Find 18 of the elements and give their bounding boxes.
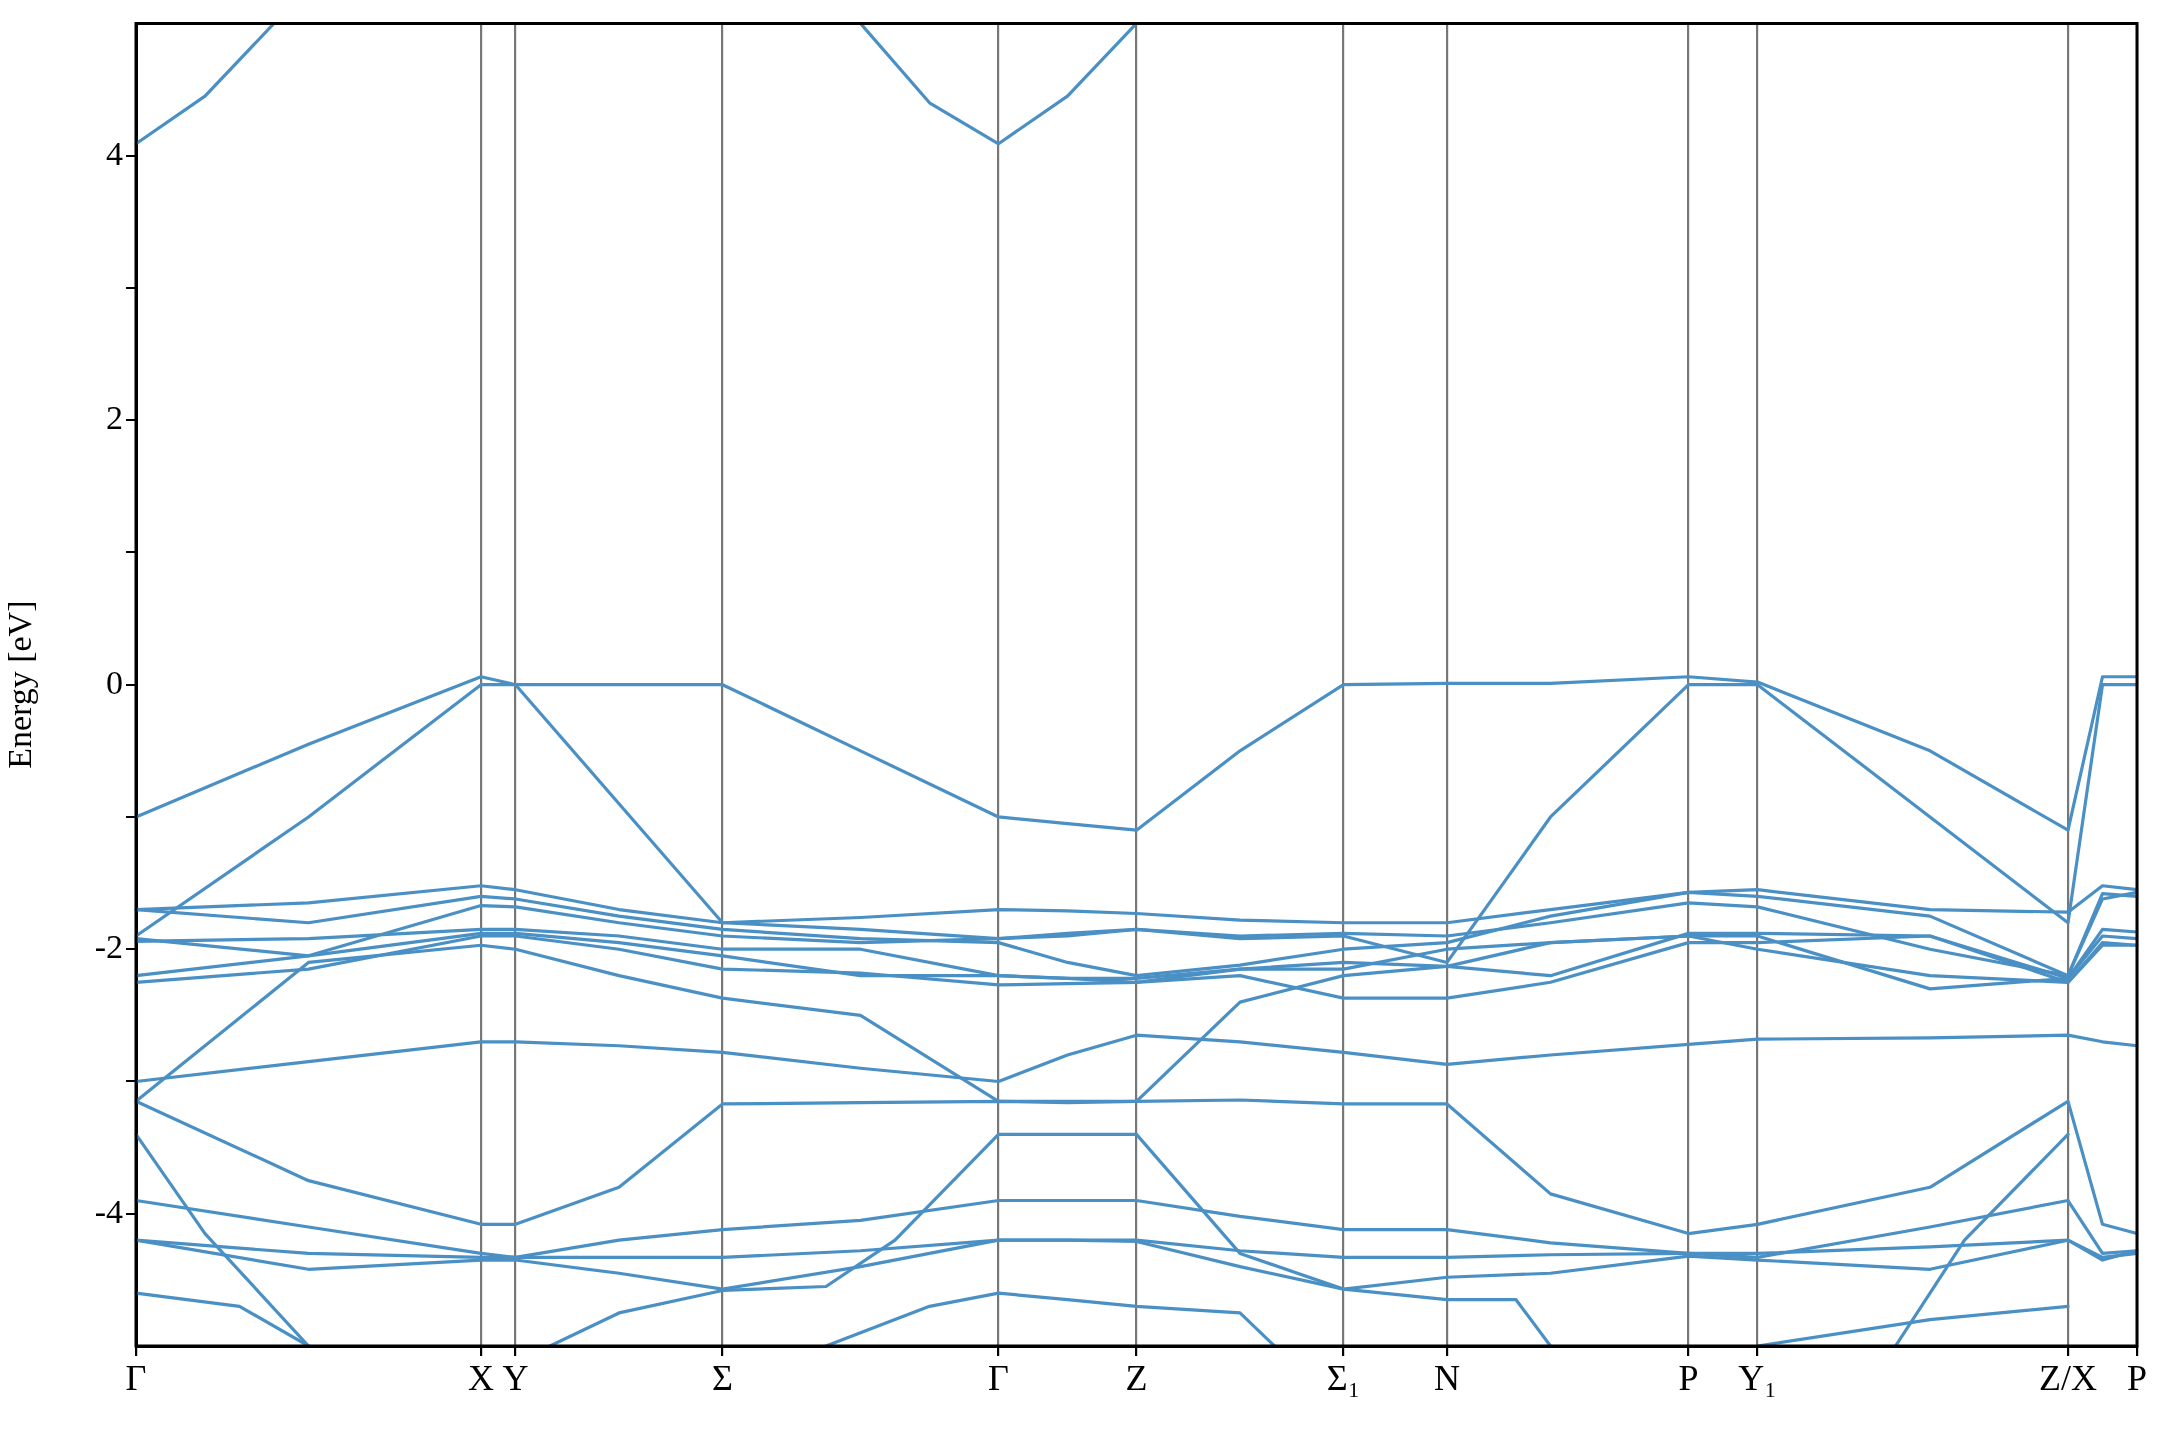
- x-tick-label: Y₁: [1738, 1358, 1777, 1399]
- x-tick-label: Y: [502, 1358, 529, 1399]
- y-tick-label: 0: [106, 663, 123, 701]
- x-tick-label: X: [468, 1358, 494, 1399]
- y-tick-label: -4: [94, 1192, 123, 1230]
- x-tick-label: Σ₁: [1326, 1358, 1361, 1399]
- x-tick-label: Z/X: [2039, 1358, 2097, 1399]
- x-tick-label: Σ: [712, 1358, 733, 1399]
- y-tick-label: 2: [106, 399, 123, 437]
- x-tick-label: N: [1434, 1358, 1460, 1399]
- x-tick-label: Γ: [988, 1358, 1009, 1399]
- x-tick-label: Z: [1125, 1358, 1148, 1399]
- y-axis-title: Energy [eV]: [1, 600, 39, 769]
- x-tick-label: P: [1678, 1358, 1699, 1399]
- x-tick-label: P: [2126, 1358, 2148, 1399]
- x-tick-label: Γ: [125, 1358, 147, 1399]
- y-tick-label: 4: [106, 134, 123, 172]
- y-tick-label: -2: [94, 928, 123, 966]
